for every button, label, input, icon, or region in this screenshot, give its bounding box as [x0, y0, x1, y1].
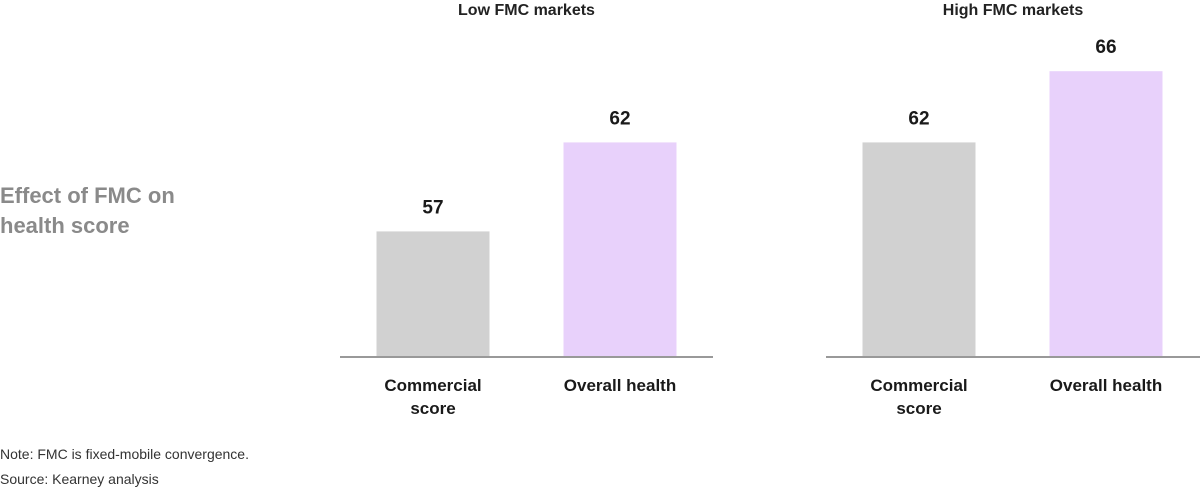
source: Source: Kearney analysis [0, 471, 159, 487]
bar [862, 142, 976, 356]
category-label: Commercial score [384, 376, 482, 418]
category-label: Overall health [563, 376, 677, 395]
value-label: 57 [422, 197, 443, 218]
panel-title: Low FMC markets [458, 2, 595, 19]
bar [376, 231, 490, 356]
value-label: 62 [908, 108, 929, 129]
bar [1049, 71, 1163, 356]
category-label: Commercial score [870, 376, 968, 418]
main-title: Effect of FMC on health score [0, 183, 175, 238]
value-label: 62 [609, 108, 630, 129]
bar [563, 142, 677, 356]
category-label: Overall health [1049, 376, 1163, 395]
note: Note: FMC is fixed-mobile convergence. [0, 446, 249, 462]
value-label: 66 [1095, 37, 1116, 58]
panel-title: High FMC markets [942, 2, 1084, 19]
